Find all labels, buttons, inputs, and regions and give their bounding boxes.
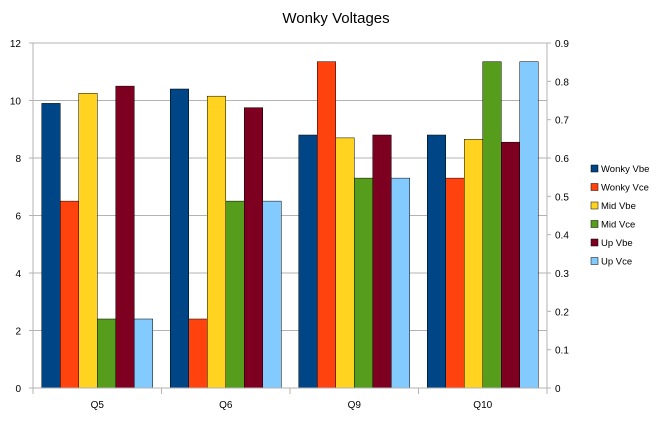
x-tick-label: Q9 <box>348 400 362 411</box>
x-tick-label: Q6 <box>219 400 233 411</box>
bar <box>170 88 189 389</box>
x-axis-ticks: Q5 Q6 Q9 Q10 <box>32 388 548 411</box>
bar <box>41 103 61 389</box>
bar <box>519 61 539 389</box>
legend-label: Wonky Vce <box>601 183 649 194</box>
left-tick-label: 8 <box>15 154 21 165</box>
chart-title: Wonky Voltages <box>282 10 389 27</box>
bar <box>501 141 520 389</box>
bar <box>97 318 116 389</box>
bar <box>244 107 263 389</box>
bar <box>372 134 392 389</box>
left-tick-label: 4 <box>15 269 21 280</box>
right-tick-label: 0.8 <box>555 77 569 88</box>
legend-label: Up Vce <box>601 257 632 268</box>
left-tick-label: 2 <box>15 327 21 338</box>
right-tick-label: 0.3 <box>555 269 569 280</box>
legend-swatch <box>590 257 599 265</box>
right-tick-label: 0 <box>555 384 561 395</box>
right-tick-label: 0.7 <box>555 116 569 127</box>
left-tick-label: 0 <box>15 384 21 395</box>
legend-swatch <box>590 238 599 247</box>
legend-label: Up Vbe <box>601 238 633 249</box>
bar <box>464 139 483 389</box>
x-tick-label: Q5 <box>91 400 105 411</box>
x-tick-label: Q10 <box>473 400 492 411</box>
bar <box>391 177 410 389</box>
right-tick-label: 0.9 <box>555 39 569 50</box>
bar <box>134 318 153 389</box>
left-tick-label: 12 <box>10 39 22 50</box>
bar <box>482 61 502 389</box>
bar <box>188 318 208 389</box>
bar <box>225 200 245 389</box>
bar <box>262 200 282 389</box>
legend-swatch <box>590 164 599 173</box>
legend-label: Wonky Vbe <box>601 164 649 175</box>
right-tick-label: 0.6 <box>555 154 569 165</box>
left-tick-label: 6 <box>15 212 21 223</box>
right-tick-label: 0.1 <box>555 346 569 357</box>
bar <box>60 200 79 389</box>
bar <box>78 93 98 389</box>
left-axis-ticks: 0 2 4 6 8 10 12 <box>10 39 33 395</box>
legend-label: Mid Vce <box>601 220 635 231</box>
bar <box>207 95 226 389</box>
legend-swatch <box>590 220 599 228</box>
bar <box>115 85 135 389</box>
bar <box>427 134 446 389</box>
legend-swatch <box>590 183 599 191</box>
right-tick-label: 0.5 <box>555 192 569 203</box>
bar <box>445 177 465 389</box>
right-tick-label: 0.2 <box>555 307 569 318</box>
legend: Wonky Vbe Wonky Vce Mid Vbe Mid Vce Up Vbe Up… <box>590 164 649 268</box>
bar <box>354 177 373 389</box>
bars <box>41 61 539 389</box>
legend-swatch <box>590 201 599 210</box>
right-axis-ticks: 0 0.1 0.2 0.3 0.4 0.5 0.6 0.7 0.8 0.9 <box>547 39 569 395</box>
bar <box>298 134 318 389</box>
bar <box>335 137 355 389</box>
right-tick-label: 0.4 <box>555 231 569 242</box>
left-tick-label: 10 <box>10 97 22 108</box>
bar <box>317 61 336 389</box>
legend-label: Mid Vbe <box>601 201 636 212</box>
